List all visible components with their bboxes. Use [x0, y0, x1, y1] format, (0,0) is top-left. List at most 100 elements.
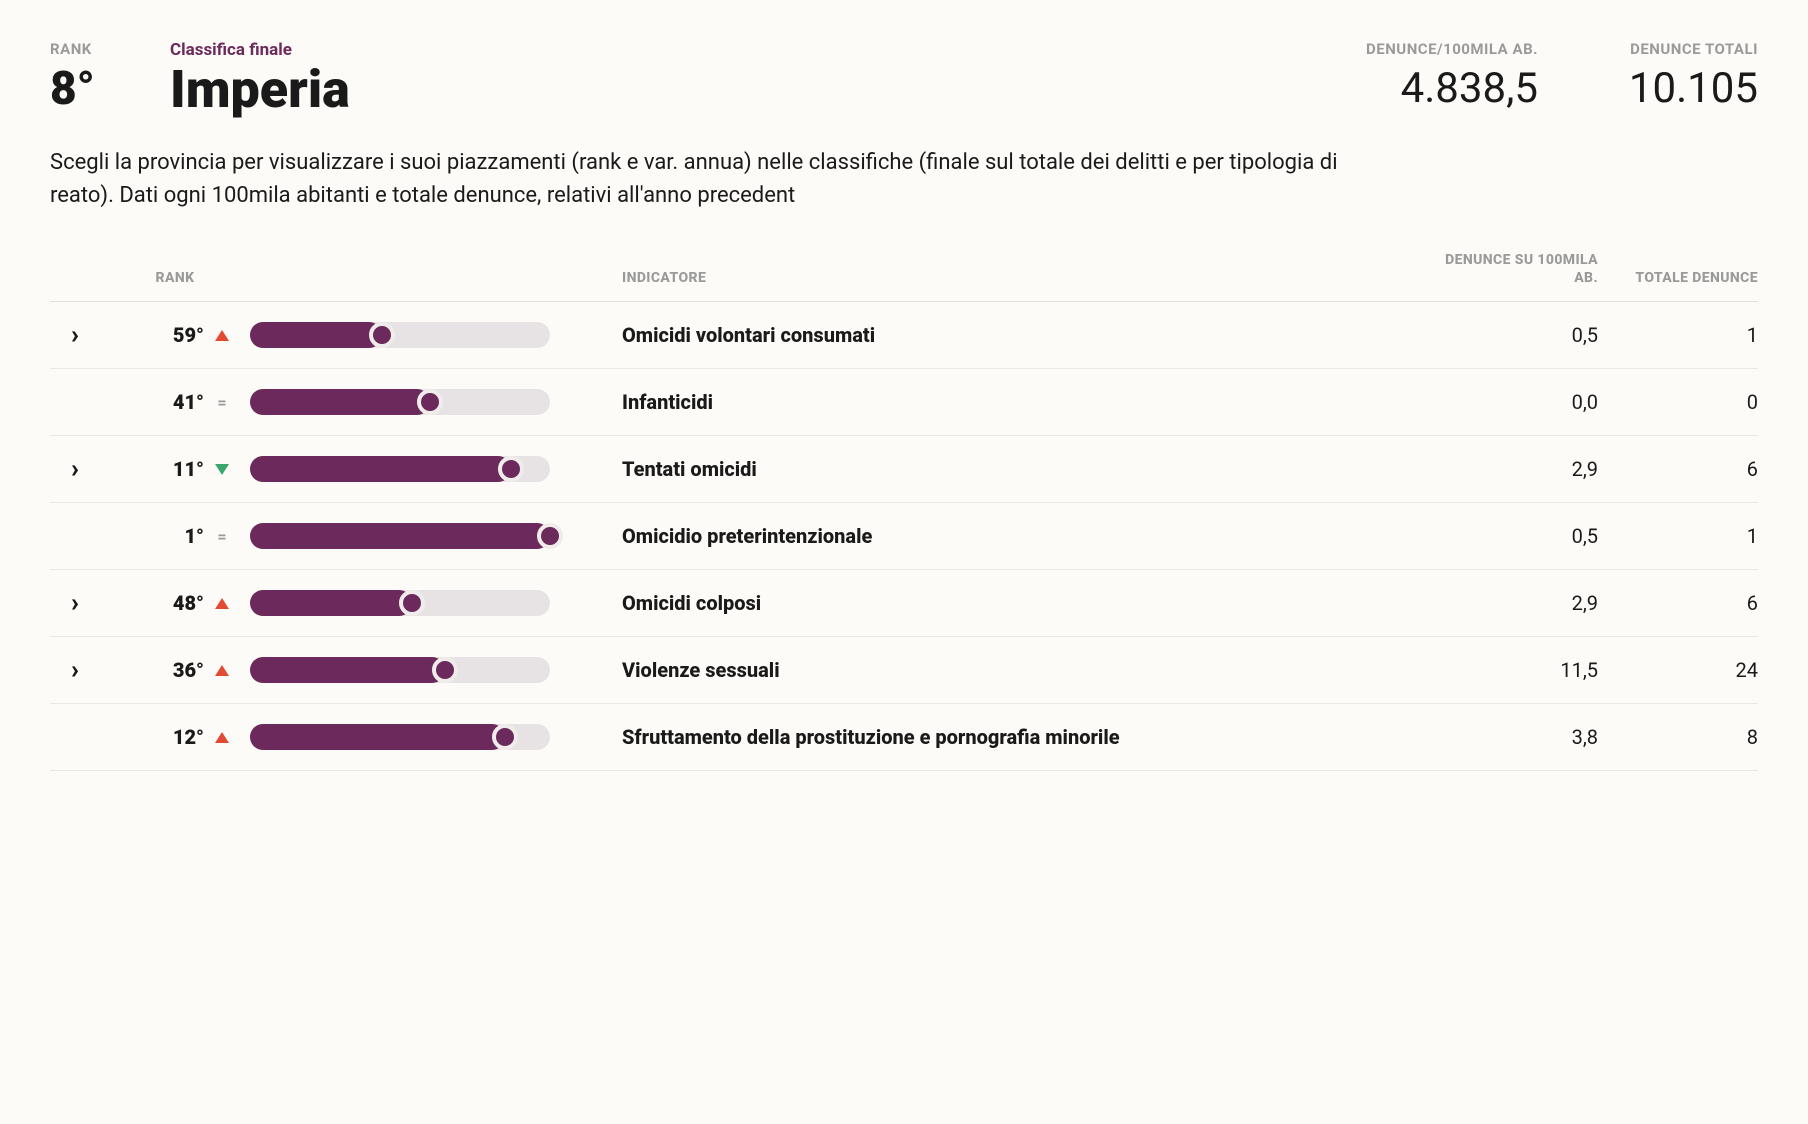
rank-number: 11° [173, 457, 204, 481]
rank-number: 59° [173, 323, 204, 347]
rank-cell: 48° [100, 591, 250, 615]
rank-cell: 36° [100, 658, 250, 682]
table-row: 41° = Infanticidi0,00 [50, 369, 1758, 436]
bar-fill [250, 724, 505, 750]
table-row: 12° Sfruttamento della prostituzione e po… [50, 704, 1758, 771]
trend-down-icon [214, 464, 230, 475]
bar-cell [250, 322, 600, 348]
rank-bar [250, 523, 550, 549]
rank-bar [250, 389, 550, 415]
total-value: 0 [1598, 390, 1758, 414]
per100k-value: 0,5 [1418, 323, 1598, 347]
chevron-right-icon[interactable]: › [71, 456, 79, 482]
province-name: Imperia [170, 64, 1258, 116]
bar-knob [417, 389, 443, 415]
trend-up-icon [214, 665, 230, 676]
bar-cell [250, 523, 600, 549]
col-totale: TOTALE DENUNCE [1598, 270, 1758, 288]
trend-equal-icon: = [214, 527, 230, 546]
indicator-label: Omicidi volontari consumati [600, 323, 1418, 348]
rank-bar [250, 590, 550, 616]
bar-fill [250, 389, 430, 415]
rank-number: 12° [173, 725, 204, 749]
bar-fill [250, 590, 412, 616]
rank-cell: 12° [100, 725, 250, 749]
rank-bar [250, 724, 550, 750]
total-value: 10.105 [1538, 66, 1758, 112]
bar-fill [250, 456, 511, 482]
total-value: 24 [1598, 658, 1758, 682]
bar-knob [492, 724, 518, 750]
indicator-label: Omicidio preterintenzionale [600, 524, 1418, 549]
per100k-value: 0,5 [1418, 524, 1598, 548]
trend-equal-icon: = [214, 393, 230, 412]
per100k-value: 4.838,5 [1258, 66, 1538, 112]
bar-knob [537, 523, 563, 549]
table-body: ›59°Omicidi volontari consumati0,5141°=I… [50, 302, 1758, 771]
rank-label: RANK [50, 40, 170, 58]
per100k-value: 3,8 [1418, 725, 1598, 749]
rank-number: 41° [173, 390, 204, 414]
bar-cell [250, 590, 600, 616]
bar-knob [399, 590, 425, 616]
trend-up-icon [214, 330, 230, 341]
expand-cell: › [50, 456, 100, 482]
table-row: › 11° Tentati omicidi2,96 [50, 436, 1758, 503]
trend-up-icon [214, 598, 230, 609]
summary-header: RANK 8° Classifica finale Imperia DENUNC… [50, 40, 1758, 116]
chevron-right-icon[interactable]: › [71, 657, 79, 683]
chevron-right-icon[interactable]: › [71, 322, 79, 348]
expand-cell: › [50, 322, 100, 348]
indicator-label: Violenze sessuali [600, 658, 1418, 683]
table-row: › 59° Omicidi volontari consumati0,51 [50, 302, 1758, 369]
bar-cell [250, 456, 600, 482]
total-value: 1 [1598, 323, 1758, 347]
rank-cell: 59° [100, 323, 250, 347]
per100k-value: 11,5 [1418, 658, 1598, 682]
rank-bar [250, 322, 550, 348]
classifica-label: Classifica finale [170, 40, 1258, 60]
rank-number: 1° [184, 524, 204, 548]
table-header: RANK INDICATORE DENUNCE SU 100MILA AB. T… [50, 242, 1758, 302]
indicator-label: Omicidi colposi [600, 591, 1418, 616]
province-block: Classifica finale Imperia [170, 40, 1258, 116]
rank-number: 48° [173, 591, 204, 615]
rank-block: RANK 8° [50, 40, 170, 112]
rank-bar [250, 456, 550, 482]
indicator-label: Infanticidi [600, 390, 1418, 415]
total-value: 1 [1598, 524, 1758, 548]
description-text: Scegli la provincia per visualizzare i s… [50, 146, 1350, 212]
total-value: 6 [1598, 457, 1758, 481]
total-value: 8 [1598, 725, 1758, 749]
trend-up-icon [214, 732, 230, 743]
per100k-value: 2,9 [1418, 457, 1598, 481]
rank-value: 8° [50, 66, 170, 112]
total-block: DENUNCE TOTALI 10.105 [1538, 40, 1758, 112]
indicator-label: Sfruttamento della prostituzione e porno… [600, 725, 1418, 750]
table-row: › 36° Violenze sessuali11,524 [50, 637, 1758, 704]
bar-cell [250, 657, 600, 683]
table-row: 1° = Omicidio preterintenzionale0,51 [50, 503, 1758, 570]
expand-cell: › [50, 590, 100, 616]
bar-knob [432, 657, 458, 683]
per100k-block: DENUNCE/100MILA AB. 4.838,5 [1258, 40, 1538, 112]
bar-fill [250, 657, 445, 683]
bar-fill [250, 523, 550, 549]
bar-knob [369, 322, 395, 348]
col-indicatore: INDICATORE [600, 270, 1418, 288]
rank-bar [250, 657, 550, 683]
table-row: ›48°Omicidi colposi2,96 [50, 570, 1758, 637]
col-rank: RANK [100, 270, 250, 288]
total-value: 6 [1598, 591, 1758, 615]
bar-cell [250, 389, 600, 415]
col-per100k: DENUNCE SU 100MILA AB. [1418, 252, 1598, 287]
indicator-label: Tentati omicidi [600, 457, 1418, 482]
per100k-value: 0,0 [1418, 390, 1598, 414]
bar-cell [250, 724, 600, 750]
bar-fill [250, 322, 382, 348]
rank-number: 36° [173, 658, 204, 682]
total-label: DENUNCE TOTALI [1538, 40, 1758, 58]
rank-cell: 1° = [100, 524, 250, 548]
chevron-right-icon[interactable]: › [71, 590, 79, 616]
rank-cell: 41° = [100, 390, 250, 414]
